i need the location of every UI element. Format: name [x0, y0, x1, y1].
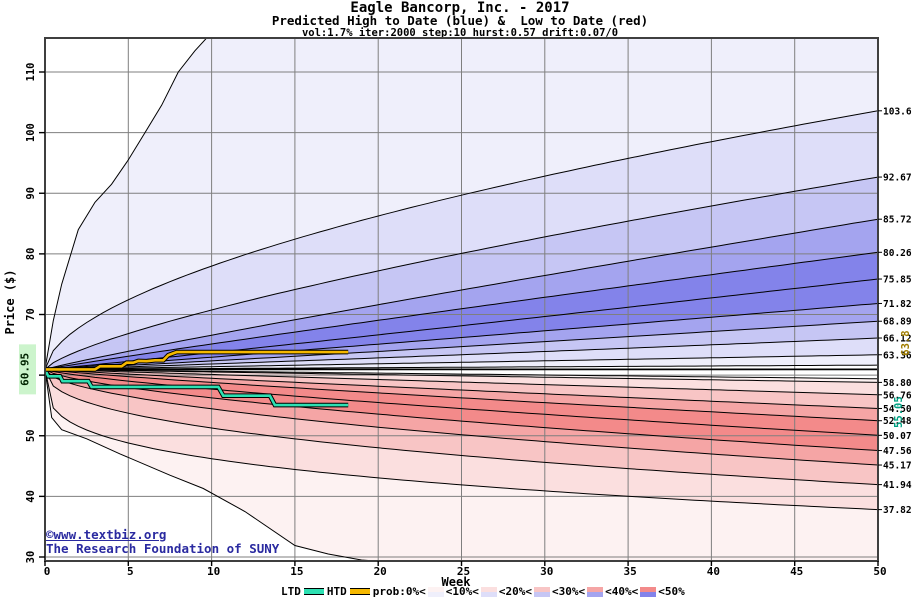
- legend-prob-text: <10%<: [445, 585, 479, 598]
- chart-title: Eagle Bancorp, Inc. - 2017: [350, 0, 570, 16]
- fan-boundary-lines: [45, 38, 878, 561]
- legend-prob-text: <20%<: [498, 585, 532, 598]
- x-tick-label-25: 25: [457, 565, 470, 578]
- low-fan-band-30-40: [45, 369, 878, 465]
- legend-prob-text: <40%<: [605, 585, 639, 598]
- x-axis-title: Week: [442, 575, 472, 589]
- chart-parameters: vol:1.7% iter:2000 step:10 hurst:0.57 dr…: [301, 27, 619, 40]
- low-boundary-30: [45, 369, 878, 466]
- legend-prob-swatch-10: [427, 586, 444, 597]
- low-boundary-60: [45, 368, 878, 422]
- low-boundary-80: [45, 368, 878, 396]
- legend-prob-text: prob:0%<: [372, 585, 426, 598]
- x-tick-label-45: 45: [790, 565, 803, 578]
- y-tick-label-40: 40: [25, 490, 37, 503]
- low-boundary-40: [45, 368, 878, 451]
- legend-prob-text: <50%: [658, 585, 685, 598]
- high-end-label-80.26: 80.26: [883, 248, 912, 259]
- high-boundary-30: [45, 218, 878, 370]
- watermark: ©www.textbiz.org The Research Foundation…: [46, 528, 279, 556]
- start-price-label-bg: [19, 344, 36, 395]
- low-boundary-0: [45, 369, 382, 561]
- high-end-label-68.89: 68.89: [883, 317, 912, 328]
- high-boundary-20: [45, 176, 878, 370]
- y-tick-label-110: 110: [25, 63, 37, 82]
- htd-final-label: 63.8: [900, 330, 912, 355]
- legend-swatch-htd: [349, 588, 370, 595]
- low-end-label-54.50: 54.50: [883, 404, 912, 415]
- high-boundary-10: [45, 110, 878, 370]
- high-end-label-85.72: 85.72: [883, 215, 912, 226]
- low-boundary-100: [45, 368, 878, 380]
- high-end-label-66.12: 66.12: [883, 334, 912, 345]
- legend-swatch-ltd: [303, 588, 324, 595]
- high-end-label-103.6: 103.6: [883, 106, 912, 117]
- low-end-label-52.48: 52.48: [883, 416, 912, 427]
- low-boundary-70: [45, 368, 878, 409]
- low-boundary-10: [45, 369, 878, 511]
- high-fan-band-0-10: [45, 38, 878, 370]
- x-tick-label-40: 40: [707, 565, 720, 578]
- low-end-label-50.07: 50.07: [883, 431, 912, 442]
- y-tick-label-100: 100: [25, 123, 37, 142]
- chart-title-block: Eagle Bancorp, Inc. - 2017 Predicted Hig…: [0, 1, 920, 39]
- plot-area: [45, 38, 878, 561]
- legend-prob-swatch-30: [533, 586, 550, 597]
- high-boundary-50: [45, 278, 878, 370]
- legend-label-htd: HTD: [326, 585, 347, 598]
- y-tick-label-50: 50: [25, 429, 37, 442]
- x-tick-label-35: 35: [623, 565, 636, 578]
- legend-prob-swatch-50: [640, 586, 657, 597]
- x-tick-label-30: 30: [540, 565, 553, 578]
- start-price-label: 60.95: [19, 353, 32, 386]
- x-tick-label-10: 10: [207, 565, 220, 578]
- low-boundary-20: [45, 369, 878, 486]
- watermark-org: The Research Foundation of SUNY: [46, 541, 280, 556]
- high-boundary-90: [45, 354, 878, 370]
- low-end-label-47.56: 47.56: [883, 446, 912, 457]
- legend-prob-text: <30%<: [551, 585, 586, 598]
- y-tick-label-90: 90: [25, 187, 37, 200]
- watermark-link[interactable]: ©www.textbiz.org: [46, 527, 167, 542]
- low-end-label-58.80: 58.80: [883, 378, 912, 389]
- low-end-label-41.94: 41.94: [883, 480, 912, 491]
- chart-legend: LTD HTD prob:0%< <10%< <20%< <30%< <40%< <50%: [281, 585, 685, 598]
- low-end-label-37.82: 37.82: [883, 505, 912, 516]
- low-boundary-90: [45, 368, 878, 383]
- axis-ticks: [39, 71, 879, 566]
- low-fan-band-10-20: [45, 369, 878, 510]
- x-tick-label-0: 0: [44, 565, 51, 578]
- chart-subtitle: Predicted High to Date (blue) & Low to D…: [271, 13, 649, 29]
- high-end-label-75.85: 75.85: [883, 275, 912, 286]
- ltd-final-label: 55.05: [893, 396, 905, 428]
- high-end-label-92.67: 92.67: [883, 173, 912, 184]
- htd-line: [45, 350, 349, 371]
- legend-prob-swatch-20: [480, 586, 497, 597]
- y-axis-title: Price ($): [3, 269, 17, 334]
- high-boundary-80: [45, 337, 878, 370]
- y-tick-label-30: 30: [25, 551, 37, 564]
- legend-label-ltd: LTD: [281, 585, 301, 598]
- x-tick-label-50: 50: [873, 565, 886, 578]
- y-tick-label-70: 70: [25, 308, 37, 321]
- ltd-line: [45, 368, 349, 407]
- y-tick-label-80: 80: [25, 248, 37, 261]
- x-tick-label-5: 5: [127, 565, 134, 578]
- high-boundary-40: [45, 251, 878, 370]
- high-boundary-70: [45, 320, 878, 370]
- high-boundary-0: [45, 38, 208, 370]
- legend-prob-swatch-40: [587, 586, 604, 597]
- high-end-label-71.82: 71.82: [883, 299, 912, 310]
- x-tick-label-15: 15: [290, 565, 303, 578]
- low-end-label-56.76: 56.76: [883, 390, 912, 401]
- high-boundary-60: [45, 303, 878, 370]
- low-fan-band-20-30: [45, 369, 878, 485]
- low-end-label-45.17: 45.17: [883, 461, 912, 472]
- low-fan-band-0-10: [45, 369, 878, 561]
- x-tick-label-20: 20: [374, 565, 387, 578]
- high-end-label-63.36: 63.36: [883, 350, 912, 361]
